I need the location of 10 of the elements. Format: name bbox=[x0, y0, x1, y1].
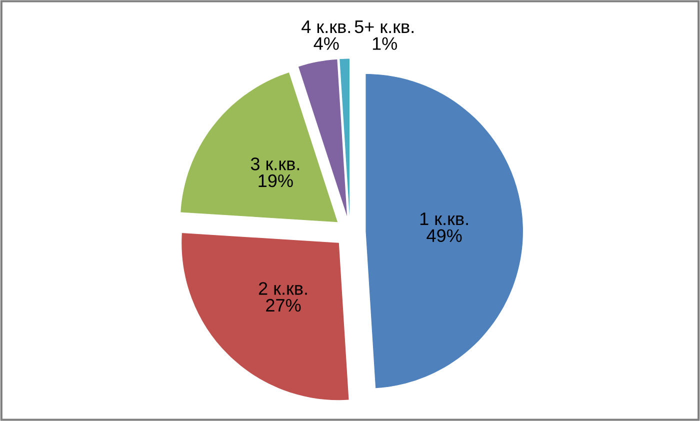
slice-label: 4 к.кв. bbox=[302, 20, 350, 33]
slice-label: 3 к.кв. bbox=[250, 158, 300, 170]
data-label: 27% bbox=[266, 298, 301, 312]
slice-label: 5+ к.кв. bbox=[354, 20, 414, 34]
slice-label: 1 к.кв. bbox=[420, 212, 468, 226]
data-label: 49% bbox=[426, 229, 462, 242]
data-label: 4% bbox=[314, 37, 339, 50]
data-label: 19% bbox=[258, 174, 293, 188]
slice-label: 2 к.кв. bbox=[258, 282, 307, 295]
data-label: 1% bbox=[372, 37, 398, 50]
